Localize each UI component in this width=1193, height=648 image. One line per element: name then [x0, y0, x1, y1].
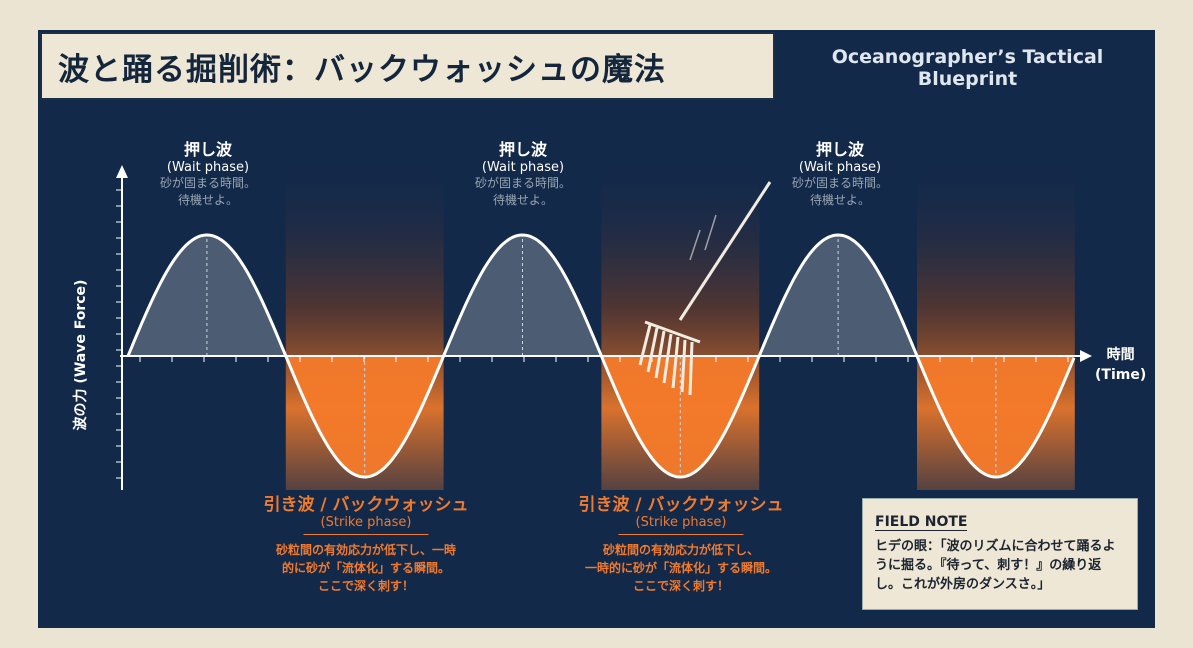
page-title: 波と踊る掘削術：バックウォッシュの魔法	[40, 32, 775, 100]
strike-desc: 砂粒間の有効応力が低下し、	[602, 543, 760, 557]
wait-en: (Wait phase)	[166, 160, 250, 175]
wait-desc: 待機せよ。	[177, 193, 239, 207]
field-note-body: ヒデの眼：「波のリズムに合わせて踊るように掘る。『待って、刺す！』の繰り返し。こ…	[875, 539, 1116, 592]
x-axis-arrow	[1080, 350, 1092, 362]
x-axis-label-en: (Time)	[1095, 367, 1147, 383]
strike-desc: 一時的に砂が「流体化」する瞬間。	[584, 561, 778, 575]
wait-desc: 砂が固まる時間。	[791, 176, 889, 190]
strike-label-1: 引き波 / バックウォッシュ (Strike phase) 砂粒間の有効応力が低…	[263, 490, 468, 595]
wait-title: 押し波	[815, 140, 865, 159]
wait-desc: 待機せよ。	[809, 193, 871, 207]
wait-title: 押し波	[498, 140, 548, 159]
wave-curve	[126, 233, 1076, 479]
wait-desc: 砂が固まる時間。	[159, 176, 257, 190]
wait-desc: 待機せよ。	[492, 193, 554, 207]
strike-desc: ここで深く刺す！	[632, 579, 730, 593]
strike-desc: ここで深く刺す！	[317, 579, 415, 593]
field-note-title: FIELD NOTE	[875, 514, 968, 531]
wait-title: 押し波	[183, 140, 233, 159]
rake-icon	[638, 181, 772, 396]
wait-label-3: 押し波 (Wait phase) 砂が固まる時間。 待機せよ。	[792, 136, 888, 209]
y-axis-arrow	[116, 165, 128, 178]
wait-label-2: 押し波 (Wait phase) 砂が固まる時間。 待機せよ。	[475, 136, 571, 209]
x-axis-label-jp: 時間	[1106, 347, 1135, 363]
page-subtitle: Oceanographer’s Tactical Blueprint	[831, 46, 1104, 90]
y-axis-label: 波の力 (Wave Force)	[73, 279, 89, 431]
strike-desc: 砂粒間の有効応力が低下し、一時	[275, 543, 457, 557]
wait-desc: 砂が固まる時間。	[474, 176, 572, 190]
strike-label-2: 引き波 / バックウォッシュ (Strike phase) 砂粒間の有効応力が低…	[578, 490, 783, 595]
wait-en: (Wait phase)	[798, 160, 882, 175]
wait-en: (Wait phase)	[481, 160, 565, 175]
x-axis-label: 時間 (Time)	[1095, 345, 1146, 385]
strike-title: 引き波 / バックウォッシュ	[578, 495, 784, 515]
strike-title: 引き波 / バックウォッシュ	[263, 495, 469, 515]
strike-en: (Strike phase)	[303, 515, 429, 535]
strike-en: (Strike phase)	[618, 515, 744, 535]
field-note: FIELD NOTE ヒデの眼：「波のリズムに合わせて踊るように掘る。『待って、…	[862, 498, 1138, 610]
wait-label-1: 押し波 (Wait phase) 砂が固まる時間。 待機せよ。	[160, 136, 256, 209]
strike-desc: 的に砂が「流体化」する瞬間。	[281, 561, 451, 575]
